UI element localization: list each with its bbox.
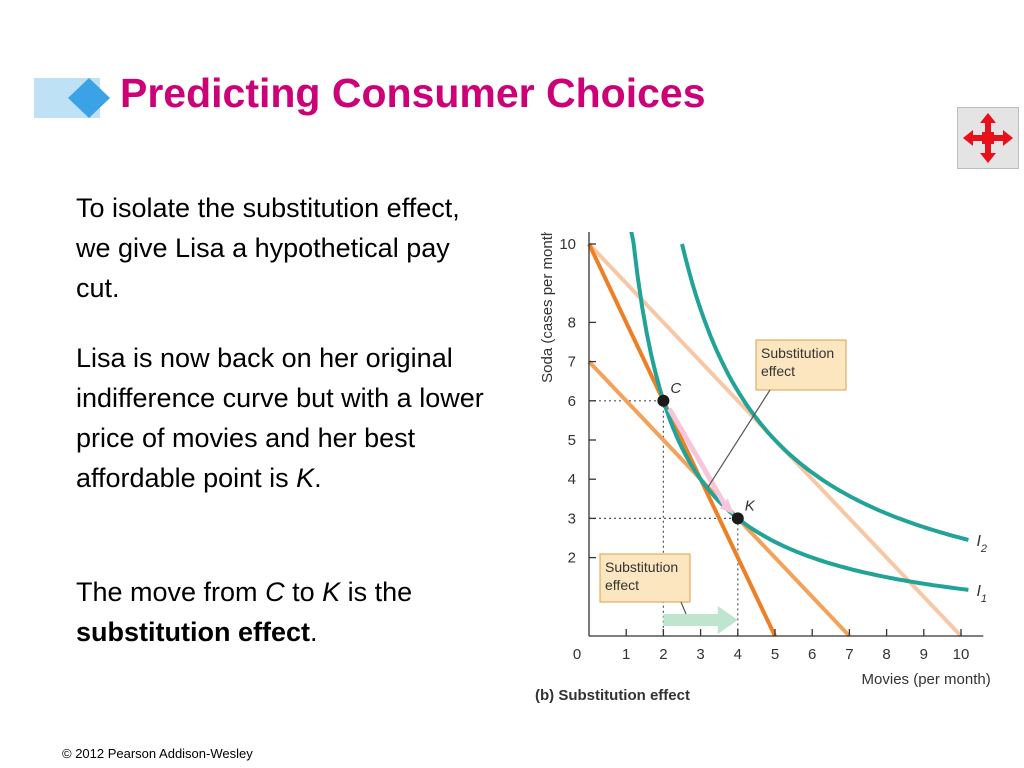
curve-subscript: 2 [980,543,987,555]
chart-caption: (b) Substitution effect [535,687,690,704]
y-tick-label: 7 [568,354,576,371]
x-tick-label: 10 [953,646,970,663]
point-c-ref: C [265,577,285,607]
movement-arrowhead [717,606,738,634]
point-k-ref: K [322,577,341,607]
annotation-lower-line2: effect [605,577,639,593]
x-tick-label: 0 [573,646,581,663]
point-label: C [670,380,681,397]
curve-label: I1 [976,583,987,605]
substitution-effect-chart: I1 I2 0 1 2 3 4 5 6 7 8 9 10 2 3 4 5 6 7 8 10 Movies (per mon… [530,218,1010,712]
x-axis-label: Movies (per month) [862,671,991,688]
curve-subscript: 1 [981,593,987,605]
indifference-curve [615,218,969,592]
point-marker [657,394,670,407]
x-tick-label: 5 [771,646,779,663]
curve-label: I2 [976,533,987,555]
y-tick-label: 10 [559,236,576,253]
annotation-upper-line1: Substitution [761,345,834,361]
x-tick-label: 1 [622,646,630,663]
y-tick-label: 4 [568,471,576,488]
x-tick-label: 3 [696,646,704,663]
budget-line [587,243,777,637]
para-text-end: . [310,617,318,647]
y-tick-label: 8 [568,314,576,331]
move-arrows-icon [963,113,1013,163]
annotation-upper-box [755,339,847,391]
para-text: The move from [76,577,266,607]
y-tick-label: 5 [568,432,576,449]
slide-title: Predicting Consumer Choices [120,70,706,116]
y-tick-label: 2 [568,550,576,567]
point-marker [731,512,744,525]
substitution-arrowhead [719,498,734,515]
annotation-lower-box [599,553,691,603]
x-tick-label: 6 [808,646,816,663]
x-tick-label: 4 [734,646,742,663]
y-tick-label: 3 [568,510,576,527]
key-term: substitution effect [76,617,310,647]
para-text: to [284,577,323,607]
chart-svg: I1 I2 0 1 2 3 4 5 6 7 8 9 10 2 3 4 5 6 7 8 10 Movies (per mon… [535,218,991,704]
x-tick-label: 7 [845,646,853,663]
paragraph-indifference: Lisa is now back on her original indiffe… [76,338,496,498]
x-tick-label: 9 [920,646,928,663]
annotation-upper-line2: effect [761,363,795,379]
para-text: Lisa is now back on her original indiffe… [76,343,484,493]
annotation-pointer [680,601,687,615]
annotation-pointer [707,389,771,488]
para-text: is the [340,577,413,607]
annotation-lower-line1: Substitution [605,559,678,575]
x-tick-label: 2 [659,646,667,663]
substitution-arrow [667,407,728,508]
point-label: K [745,497,756,514]
paragraph-conclusion: The move from C to K is the substitution… [76,572,496,652]
x-tick-label: 8 [882,646,890,663]
navigation-button[interactable] [957,107,1019,169]
title-bullet-decoration [34,78,110,118]
y-tick-label: 6 [568,393,576,410]
paragraph-intro: To isolate the substitution effect, we g… [76,193,460,303]
y-axis-label: Soda (cases per month) [539,232,556,383]
indifference-curve [680,243,969,542]
movement-arrow [663,614,720,626]
para-text-end: . [314,463,322,493]
point-k-ref: K [296,463,315,493]
copyright-footer: © 2012 Pearson Addison-Wesley [62,746,253,761]
